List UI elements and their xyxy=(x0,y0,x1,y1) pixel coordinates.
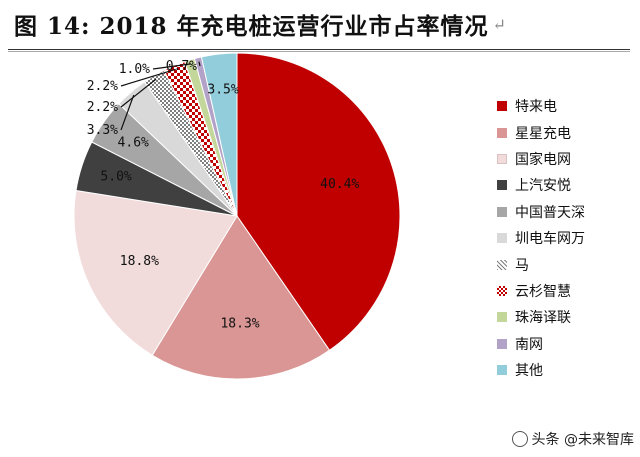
leader-line xyxy=(152,63,191,70)
watermark-text: 头条 @未来智库 xyxy=(531,432,634,448)
leader-line xyxy=(198,61,201,67)
legend-swatch xyxy=(497,233,507,244)
leader-line xyxy=(120,68,176,87)
legend-item: 其他 xyxy=(497,357,585,383)
pie-data-label: 4.6% xyxy=(118,136,149,151)
legend-item: 上汽安悦 xyxy=(497,172,585,198)
pie-slice-2 xyxy=(151,215,331,380)
pie-chart: 40.4%18.3%18.8%5.0%4.6%3.3%2.2%2.2%1.0% 0… xyxy=(73,52,401,380)
legend-label: 中国普天深 xyxy=(515,204,585,221)
legend-label: 马 xyxy=(515,257,529,274)
pie-slice-3 xyxy=(73,189,238,356)
legend-item: 星星充电 xyxy=(497,119,585,145)
pie-data-label: 0.7% xyxy=(166,59,197,74)
watermark: 头条 @未来智库 xyxy=(511,429,634,449)
legend-swatch xyxy=(497,338,507,349)
leader-line xyxy=(120,94,135,131)
pie-data-label: 5.0% xyxy=(100,170,131,185)
legend-item: 南网 xyxy=(497,331,585,357)
legend-swatch xyxy=(497,365,507,376)
pie-data-label: 40.4% xyxy=(320,177,359,192)
chart-legend: 特来电星星充电国家电网上汽安悦中国普天深圳电车网万马云杉智慧珠海译联南网其他 xyxy=(497,93,585,383)
legend-item: 马 xyxy=(497,251,585,277)
legend-swatch xyxy=(497,127,507,138)
legend-label: 星星充电 xyxy=(515,125,571,142)
pie-data-label: 3.5% xyxy=(207,83,238,98)
legend-item: 特来电 xyxy=(497,93,585,119)
legend-item: 珠海译联 xyxy=(497,304,585,330)
legend-item: 中国普天深 xyxy=(497,199,585,225)
title-rule-secondary xyxy=(8,51,630,52)
legend-swatch xyxy=(497,285,507,296)
pie-data-label: 3.3% xyxy=(87,123,118,138)
pie-data-label: 2.2% xyxy=(87,79,118,94)
legend-label: 珠海译联 xyxy=(515,310,571,327)
title-rule xyxy=(8,49,630,50)
legend-swatch xyxy=(497,206,507,217)
legend-label: 特来电 xyxy=(515,99,557,116)
legend-item: 云杉智慧 xyxy=(497,278,585,304)
pie-data-label: 1.0% xyxy=(119,62,150,77)
legend-swatch xyxy=(497,101,507,112)
pie-slice-11 xyxy=(200,52,238,217)
legend-label: 圳电车网万 xyxy=(515,231,585,248)
return-arrow-icon: ↵ xyxy=(492,14,506,34)
legend-swatch xyxy=(497,312,507,323)
legend-label: 云杉智慧 xyxy=(515,283,571,300)
legend-swatch xyxy=(497,153,507,164)
legend-label: 上汽安悦 xyxy=(515,178,571,195)
legend-label: 其他 xyxy=(515,363,543,380)
pie-data-label: 18.8% xyxy=(120,254,159,269)
legend-swatch xyxy=(497,259,507,270)
figure-title: 图 14: 2018 年充电桩运营行业市占率情况 xyxy=(14,13,489,40)
figure-title-bar: 图 14: 2018 年充电桩运营行业市占率情况 ↵ xyxy=(0,0,640,48)
legend-label: 南网 xyxy=(515,336,543,353)
legend-item: 圳电车网万 xyxy=(497,225,585,251)
pie-data-label: 18.3% xyxy=(220,317,259,332)
watermark-logo-icon xyxy=(511,431,528,447)
legend-label: 国家电网 xyxy=(515,151,571,168)
pie-data-label: 2.2% xyxy=(87,100,118,115)
legend-swatch xyxy=(497,180,507,191)
legend-item: 国家电网 xyxy=(497,146,585,172)
leader-line xyxy=(120,78,157,108)
pie-slice-1 xyxy=(236,52,401,351)
